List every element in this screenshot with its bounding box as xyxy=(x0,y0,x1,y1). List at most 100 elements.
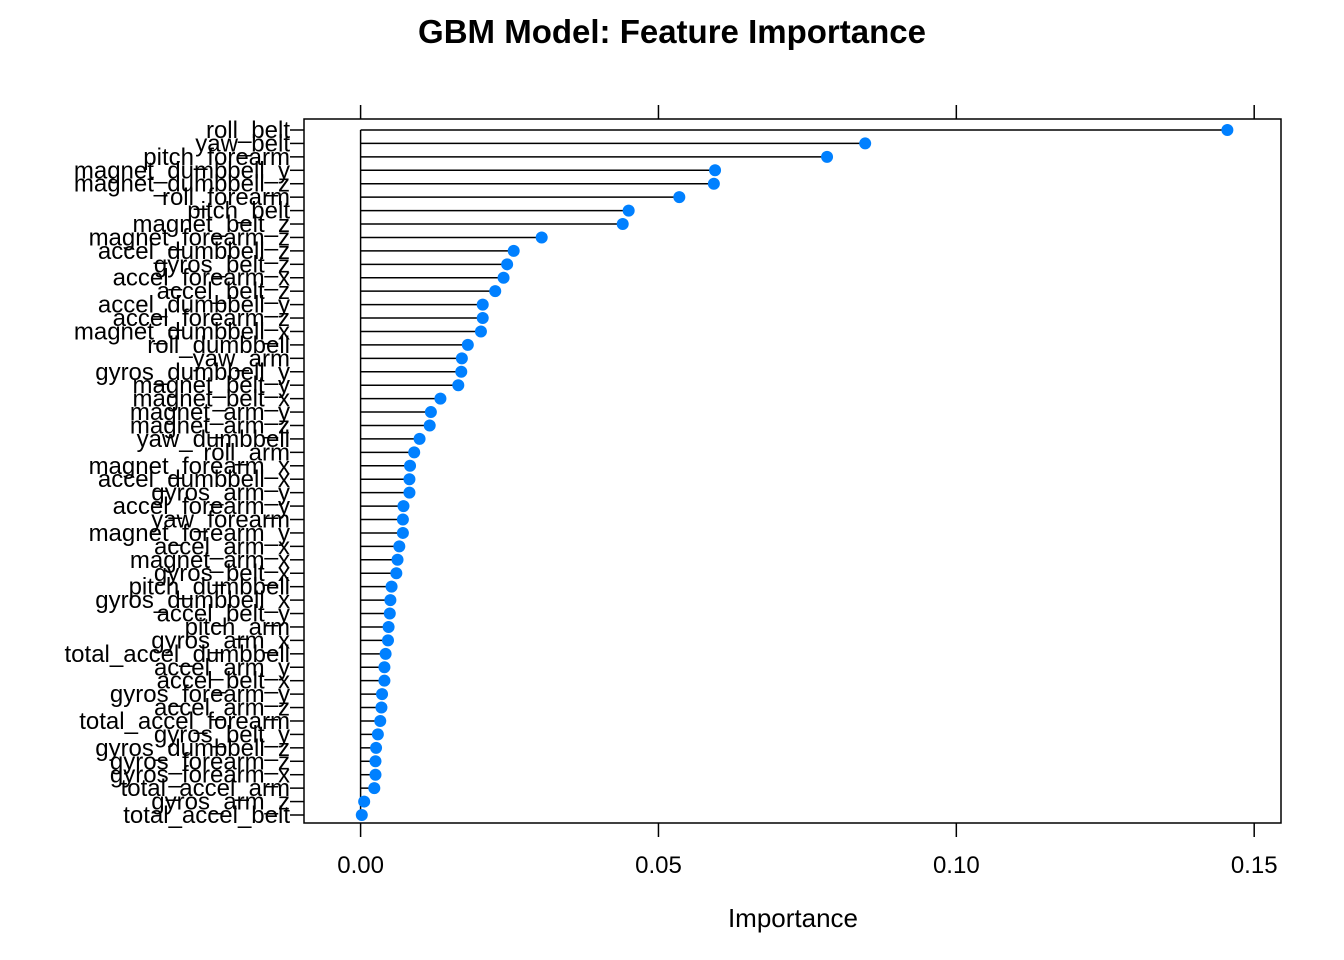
category-label: total_accel_belt xyxy=(123,802,290,829)
category-label: total_accel_dumbbell xyxy=(65,641,290,668)
category-label: yaw_forearm xyxy=(151,507,290,534)
category-label: magnet_forearm_x xyxy=(89,453,290,480)
category-label: accel_forearm_y xyxy=(113,493,290,520)
category-label: gyros_dumbbell_x xyxy=(95,587,290,614)
point-gyros_dumbbell_z xyxy=(370,741,383,754)
point-gyros_forearm_x xyxy=(369,768,382,781)
category-label: gyros_forearm_x xyxy=(110,762,290,789)
point-yaw_forearm xyxy=(396,513,409,526)
category-label: magnet_belt_y xyxy=(133,372,290,399)
point-accel_belt_z xyxy=(489,285,502,298)
x-tick-label: 0.15 xyxy=(1231,852,1278,879)
category-label: accel_belt_x xyxy=(157,668,290,695)
chart-title: GBM Model: Feature Importance xyxy=(418,13,926,50)
category-label: magnet_dumbbell_z xyxy=(74,171,290,198)
category-label: total_accel_arm xyxy=(121,775,290,802)
point-accel_forearm_y xyxy=(397,500,410,513)
category-label: magnet_belt_x xyxy=(133,386,290,413)
category-label: magnet_arm_z xyxy=(130,412,290,439)
point-magnet_forearm_x xyxy=(404,459,417,472)
point-gyros_belt_y xyxy=(371,728,384,741)
point-gyros_dumbbell_y xyxy=(455,365,468,378)
point-magnet_forearm_z xyxy=(535,231,548,244)
point-total_accel_dumbbell xyxy=(379,647,392,660)
category-label: pitch_belt xyxy=(187,198,290,225)
category-label: pitch_forearm xyxy=(143,144,290,171)
category-label: gyros_arm_x xyxy=(151,627,290,654)
category-label: accel_belt_y xyxy=(157,601,290,628)
category-label: yaw_arm xyxy=(193,345,290,372)
point-pitch_dumbbell xyxy=(385,580,398,593)
category-label: roll_belt xyxy=(206,117,290,144)
point-magnet_belt_x xyxy=(434,392,447,405)
x-axis: 0.00 0.05 0.10 0.15 xyxy=(337,105,1278,879)
point-yaw_arm xyxy=(455,352,468,365)
category-label: accel_forearm_z xyxy=(113,305,290,332)
point-magnet_arm_y xyxy=(424,406,437,419)
point-magnet_arm_x xyxy=(391,553,404,566)
category-label: gyros_belt_y xyxy=(154,721,290,748)
x-tick-label: 0.00 xyxy=(337,852,384,879)
point-accel_belt_x xyxy=(378,674,391,687)
point-accel_belt_y xyxy=(383,607,396,620)
category-label: magnet_arm_y xyxy=(130,399,290,426)
category-label: accel_belt_z xyxy=(157,278,290,305)
category-label: gyros_arm_y xyxy=(151,480,290,507)
point-gyros_arm_z xyxy=(358,795,371,808)
category-label: magnet_arm_x xyxy=(130,547,290,574)
category-label: gyros_belt_z xyxy=(154,251,290,278)
point-pitch_arm xyxy=(382,620,395,633)
plot-frame xyxy=(303,118,1282,824)
point-gyros_arm_x xyxy=(381,634,394,647)
category-label: total_accel_forearm xyxy=(79,708,290,735)
category-label: pitch_dumbbell xyxy=(129,574,290,601)
point-gyros_belt_x xyxy=(390,567,403,580)
point-total_accel_arm xyxy=(368,782,381,795)
point-magnet_belt_z xyxy=(616,218,629,231)
point-accel_forearm_x xyxy=(497,271,510,284)
y-axis-category-labels: roll_beltyaw_beltpitch_forearmmagnet_dum… xyxy=(65,117,304,829)
category-label: magnet_belt_z xyxy=(133,211,290,238)
category-label: magnet_dumbbell_y xyxy=(74,157,290,184)
point-accel_dumbbell_z xyxy=(507,244,520,257)
category-label: roll_arm xyxy=(203,439,290,466)
category-label: roll_forearm xyxy=(162,184,290,211)
point-gyros_forearm_y xyxy=(376,688,389,701)
category-label: accel_arm_y xyxy=(154,654,290,681)
category-label: magnet_dumbbell_x xyxy=(74,318,290,345)
point-pitch_forearm xyxy=(821,150,834,163)
point-magnet_arm_z xyxy=(423,419,436,432)
category-label: magnet_forearm_y xyxy=(89,520,290,547)
point-total_accel_belt xyxy=(355,809,368,821)
point-magnet_belt_y xyxy=(452,379,465,392)
data-points xyxy=(355,124,1234,821)
point-roll_forearm xyxy=(673,191,686,204)
category-label: accel_arm_z xyxy=(154,695,290,722)
category-label: accel_dumbbell_z xyxy=(98,238,290,265)
point-magnet_dumbbell_y xyxy=(709,164,722,177)
point-magnet_dumbbell_x xyxy=(474,325,487,338)
category-label: accel_dumbbell_y xyxy=(98,292,290,319)
point-accel_arm_z xyxy=(375,701,388,714)
point-yaw_belt xyxy=(859,137,872,150)
point-gyros_forearm_z xyxy=(369,755,382,768)
category-label: roll_dumbbell xyxy=(147,332,290,359)
point-accel_forearm_z xyxy=(476,312,489,325)
category-label: accel_dumbbell_x xyxy=(98,466,290,493)
x-axis-title: Importance xyxy=(728,903,858,933)
category-label: yaw_dumbbell xyxy=(137,426,290,453)
category-label: accel_arm_x xyxy=(154,533,290,560)
point-accel_arm_x xyxy=(393,540,406,553)
point-total_accel_forearm xyxy=(374,714,387,727)
point-accel_dumbbell_x xyxy=(403,473,416,486)
category-label: magnet_forearm_z xyxy=(89,224,290,251)
point-magnet_forearm_y xyxy=(396,526,409,539)
point-pitch_belt xyxy=(622,204,635,217)
category-label: gyros_dumbbell_y xyxy=(95,359,290,386)
point-gyros_arm_y xyxy=(403,486,416,499)
point-yaw_dumbbell xyxy=(413,432,426,445)
category-label: gyros_forearm_z xyxy=(110,748,290,775)
category-label: yaw_belt xyxy=(195,130,290,157)
